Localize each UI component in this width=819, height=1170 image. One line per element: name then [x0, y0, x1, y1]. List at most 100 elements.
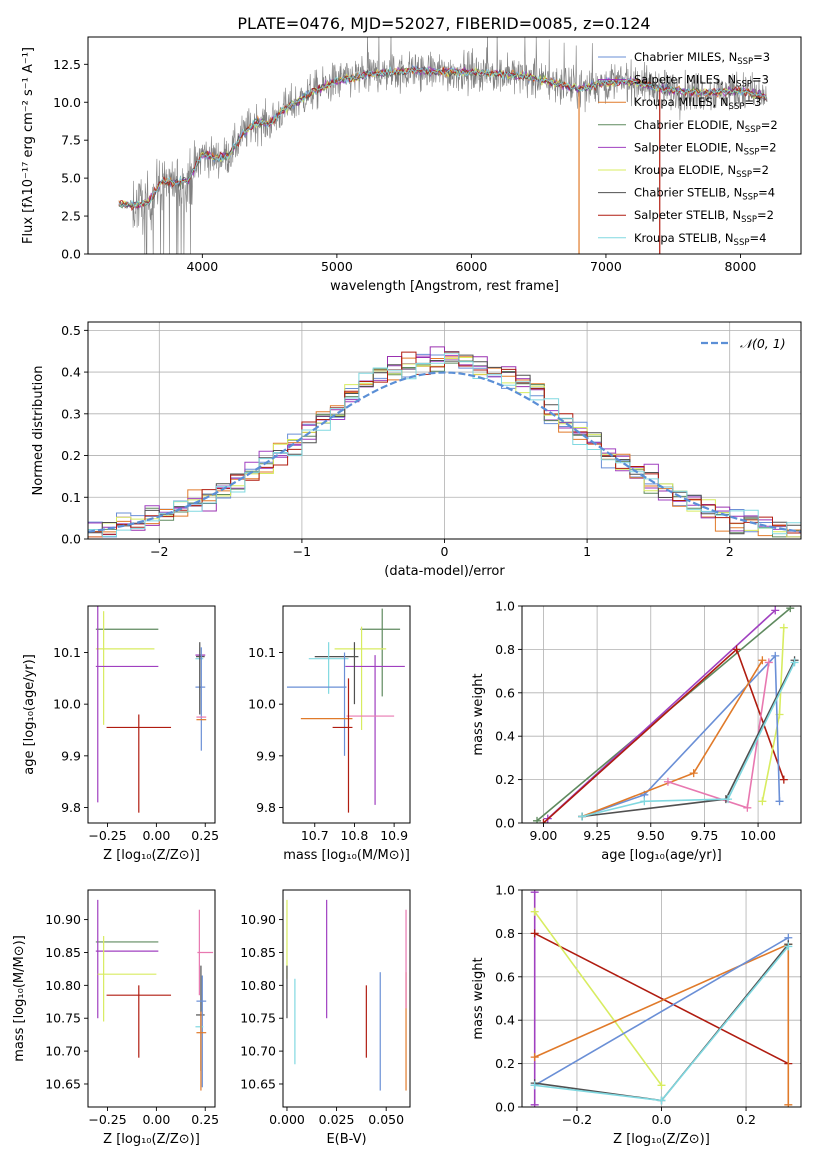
age-vs-metallicity-panel: −0.25 0.00 0.25 9.8 9.9 10.0 10.1 Z [log₁₀(Z/Z⊙… — [22, 605, 219, 863]
mass-weight-line — [581, 653, 781, 818]
legend-subscript: SSP — [734, 238, 750, 248]
x-tick-label: 0.25 — [191, 1112, 219, 1127]
x-tick-label: 0.025 — [319, 1112, 355, 1127]
x-tick-label: 9.50 — [637, 828, 665, 843]
legend-value: =2 — [760, 140, 777, 154]
legend-value: =2 — [761, 118, 778, 132]
axes-frame — [87, 36, 802, 255]
mass-weight-marker — [530, 890, 539, 897]
x-tick-label: 0 — [441, 544, 449, 559]
mass-weight-marker — [758, 656, 767, 665]
legend-subscript: SSP — [741, 215, 757, 225]
mass-weight-marker — [640, 797, 649, 806]
mass-weight-marker — [578, 812, 587, 821]
x-tick-label: 10.00 — [740, 828, 776, 843]
legend-entry: Salpeter ELODIE, NSSP=2 — [634, 140, 777, 157]
x-tick-label: 0.25 — [191, 828, 219, 843]
mass-weight-vs-metallicity-panel: −0.2 0.0 0.2 0.0 0.2 0.4 0.6 0.8 1.0 Z [log₁₀(Z/Z… — [471, 883, 802, 1147]
x-tick-label: −1 — [293, 544, 311, 559]
plot-area — [286, 608, 405, 813]
mass-weight-marker — [530, 1100, 539, 1107]
y-tick-label: 10.85 — [45, 945, 81, 960]
y-tick-label: 0.4 — [495, 729, 515, 744]
axes: 4000 5000 6000 7000 8000 0.0 2.5 5.0 7.5 10.0 12.5… — [21, 36, 802, 294]
mass-weight-marker — [724, 795, 733, 804]
model-spectrum — [118, 66, 767, 212]
axes: −0.25 0.00 0.25 10.65 10.70 10.75 10.80 10.85 10… — [12, 889, 219, 1147]
y-tick-label: 10.90 — [240, 912, 276, 927]
y-axis-label: Flux [fλ10⁻¹⁷ erg cm⁻² s⁻¹ A⁻¹] — [21, 47, 36, 244]
mass-weight-vs-age-panel: 9.00 9.25 9.50 9.75 10.00 0.0 0.2 0.4 0.6 0.8 1.0 a… — [471, 599, 802, 863]
mass-vs-metallicity-panel: −0.25 0.00 0.25 10.65 10.70 10.75 10.80 10.85 10… — [12, 889, 219, 1147]
plot-area — [95, 606, 207, 813]
legend-subscript: SSP — [737, 57, 753, 67]
mass-weight-line — [581, 662, 796, 818]
figure-title: PLATE=0476, MJD=52027, FIBERID=0085, z=0… — [237, 14, 650, 33]
mass-weight-marker — [530, 907, 539, 916]
mass-weight-marker — [530, 1081, 539, 1090]
y-tick-label: 9.9 — [256, 748, 276, 763]
mass-weight-line — [581, 659, 764, 818]
mass-weight-line — [534, 932, 789, 1065]
mass-vs-ebv-panel: 0.000 0.025 0.050 10.65 10.70 10.75 10.80 10.85… — [240, 889, 411, 1147]
y-tick-label: 10.75 — [45, 1011, 81, 1026]
y-tick-label: 12.5 — [53, 57, 81, 72]
x-axis-label: wavelength [Angstrom, rest frame] — [330, 279, 559, 294]
y-tick-label: 0.2 — [495, 772, 515, 787]
x-tick-label: 0.000 — [269, 1112, 305, 1127]
legend-value: =4 — [749, 231, 766, 245]
x-tick-label: 9.25 — [583, 828, 611, 843]
legend: 𝒩(0, 1) — [701, 336, 786, 351]
y-tick-label: 0.6 — [495, 685, 515, 700]
y-axis-label: mass weight — [471, 957, 486, 1039]
legend-value: =2 — [752, 163, 769, 177]
y-tick-label: 10.65 — [45, 1076, 81, 1091]
x-axis-label: Z [log₁₀(Z/Z⊙)] — [103, 1132, 200, 1147]
x-axis-label: age [log₁₀(age/yr)] — [601, 848, 722, 863]
y-axis-label: mass [log₁₀(M/M⊙)] — [12, 935, 27, 1062]
x-tick-label: 8000 — [725, 259, 757, 274]
y-tick-label: 10.80 — [240, 978, 276, 993]
x-tick-label: 0.2 — [736, 1112, 756, 1127]
x-axis-label: Z [log₁₀(Z/Z⊙)] — [613, 1132, 710, 1147]
axes-frame — [87, 605, 216, 824]
age-vs-mass-panel: 10.7 10.8 10.9 9.8 9.9 10.0 10.1 mass [log₁₀(M/… — [248, 605, 411, 863]
spectrum-panel: 4000 5000 6000 7000 8000 0.0 2.5 5.0 7.5 10.0 12.5… — [21, 36, 802, 294]
axes-frame — [87, 889, 216, 1108]
y-axis-label: Normed distribution — [31, 366, 46, 496]
y-axis-label: age [log₁₀(age/yr)] — [22, 654, 37, 775]
legend-value: =3 — [744, 95, 761, 109]
mass-weight-marker — [657, 1096, 666, 1105]
x-tick-label: 6000 — [455, 259, 487, 274]
y-tick-label: 10.70 — [45, 1044, 81, 1059]
mass-weight-marker — [771, 606, 780, 615]
y-tick-label: 0.4 — [495, 1013, 515, 1028]
axes-frame — [282, 889, 411, 1108]
mass-weight-marker — [732, 645, 741, 654]
y-tick-label: 10.75 — [240, 1011, 276, 1026]
mass-weight-marker — [530, 929, 539, 938]
x-tick-label: 0.0 — [652, 1112, 672, 1127]
plot-area — [95, 899, 214, 1091]
y-tick-label: 0.8 — [495, 642, 515, 657]
mass-weight-marker — [764, 658, 773, 667]
legend-value: =3 — [752, 73, 769, 87]
x-tick-label: 9.75 — [691, 828, 719, 843]
residual-histogram — [88, 352, 801, 537]
legend-entry: Kroupa ELODIE, NSSP=2 — [634, 163, 769, 180]
mass-weight-line — [534, 937, 789, 1086]
y-tick-label: 0.1 — [61, 490, 81, 505]
x-tick-label: −0.2 — [562, 1112, 592, 1127]
legend-subscript: SSP — [745, 125, 761, 135]
mass-weight-marker — [779, 623, 788, 632]
plot-area — [286, 899, 407, 1091]
mass-weight-marker — [743, 803, 752, 812]
x-tick-label: 0.050 — [368, 1112, 404, 1127]
axes: −0.25 0.00 0.25 9.8 9.9 10.0 10.1 Z [log₁₀(Z/Z⊙… — [22, 605, 219, 863]
x-tick-label: 0.00 — [142, 828, 170, 843]
mass-weight-marker — [530, 1053, 539, 1062]
y-tick-label: 9.8 — [61, 800, 81, 815]
x-tick-label: 5000 — [321, 259, 353, 274]
y-tick-label: 10.0 — [248, 697, 276, 712]
mass-weight-marker — [539, 819, 548, 823]
